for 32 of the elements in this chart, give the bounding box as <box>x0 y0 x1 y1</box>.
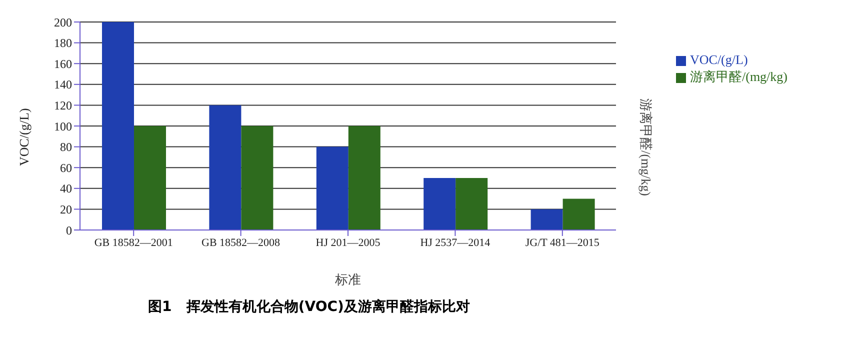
x-tick-label: JG/T 481—2015 <box>525 236 600 249</box>
x-tick-label: GB 18582—2001 <box>94 236 173 249</box>
y-tick-label: 180 <box>54 36 72 50</box>
y-axis-title: VOC/(g/L) <box>16 108 32 166</box>
bar <box>424 178 456 230</box>
y-tick-label: 40 <box>60 182 72 196</box>
y-tick-label: 120 <box>54 98 72 112</box>
bar <box>456 178 488 230</box>
y-tick-label: 200 <box>54 15 72 30</box>
bar <box>348 126 380 230</box>
y-tick-label: 80 <box>60 140 72 154</box>
legend-label: VOC/(g/L) <box>690 52 748 67</box>
y-tick-label: 0 <box>66 223 72 238</box>
y-tick-label: 60 <box>60 160 72 175</box>
bar <box>134 126 166 230</box>
bar <box>316 146 348 230</box>
x-tick-label: HJ 2537—2014 <box>420 236 491 249</box>
bar <box>209 105 242 230</box>
legend-label: 游离甲醛/(mg/kg) <box>690 69 788 84</box>
y-tick-label: 20 <box>60 202 72 216</box>
x-tick-label: HJ 201—2005 <box>316 236 381 249</box>
bar <box>530 209 563 230</box>
x-axis-title: 标准 <box>334 272 361 287</box>
bar <box>562 198 595 230</box>
y2-axis-title: 游离甲醛/(mg/kg) <box>638 98 654 196</box>
caption: 图1 挥发性有机化合物(VOC)及游离甲醛指标比对 <box>147 298 471 316</box>
bar <box>102 22 134 230</box>
y-tick-label: 160 <box>54 56 72 71</box>
bar <box>241 126 274 230</box>
x-tick-label: GB 18582—2008 <box>202 236 281 249</box>
y-tick-label: 140 <box>54 78 72 92</box>
y-tick-label: 100 <box>54 119 72 134</box>
